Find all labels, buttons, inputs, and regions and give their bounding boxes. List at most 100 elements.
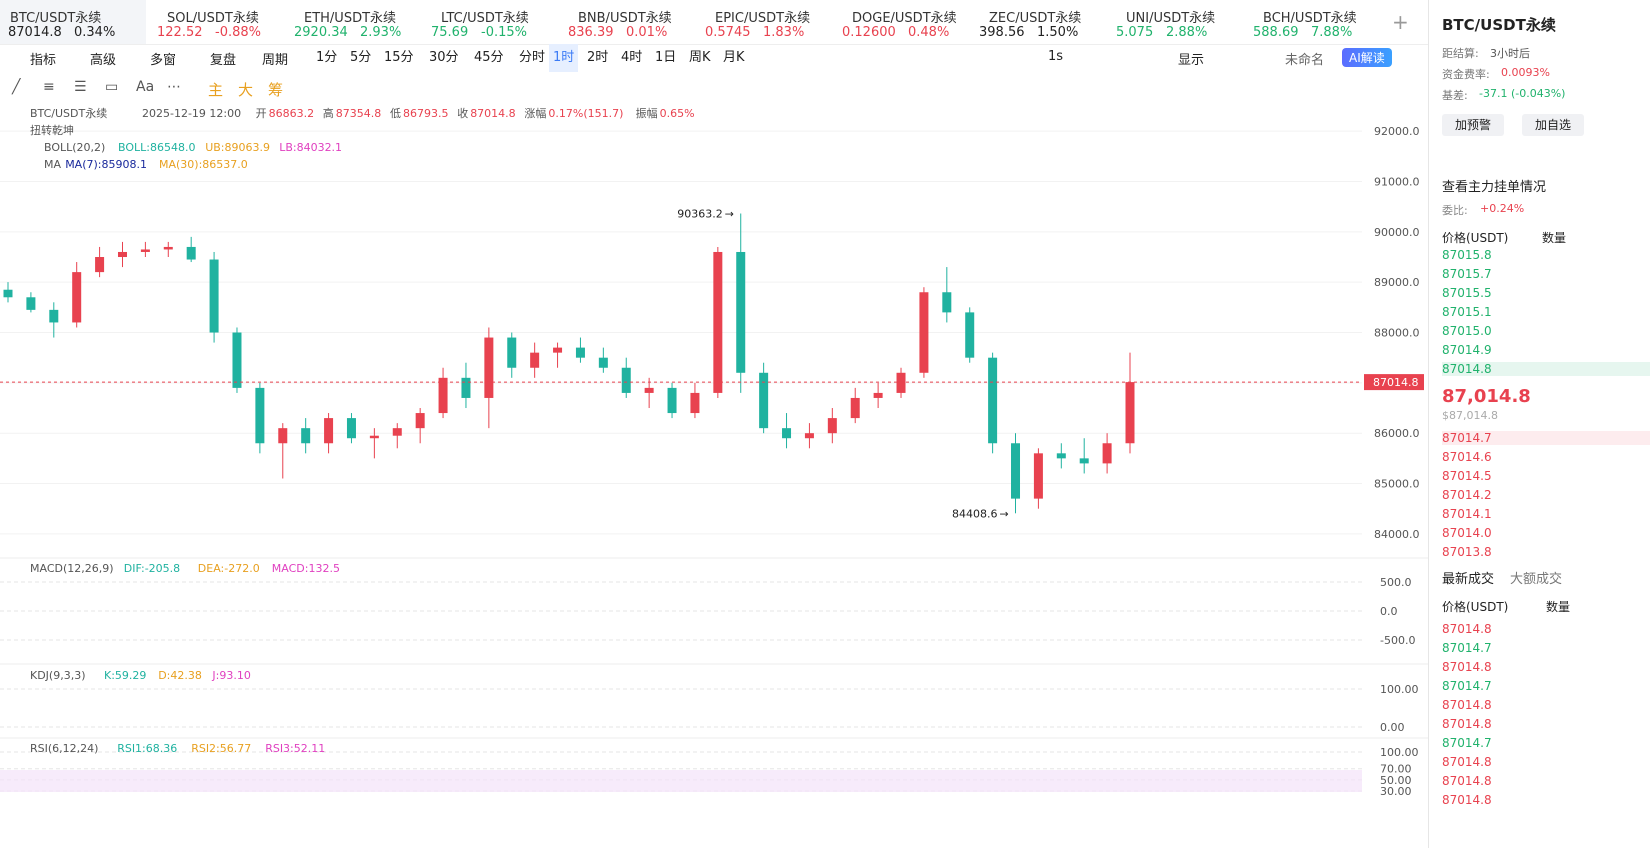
info-text: 涨幅 bbox=[524, 107, 546, 120]
interval[interactable]: 1日 bbox=[655, 50, 677, 65]
draw-tool[interactable]: ⋯ bbox=[167, 79, 181, 95]
toolbar-button[interactable]: 多窗 bbox=[150, 53, 177, 68]
trade-tab[interactable]: 大额成交 bbox=[1510, 572, 1563, 587]
ticker-symbol[interactable]: BTC/USDT永续 bbox=[10, 11, 102, 26]
info-text: 高 bbox=[323, 106, 334, 120]
interval[interactable]: 月K bbox=[723, 50, 745, 65]
panel-button[interactable]: 加自选 bbox=[1522, 114, 1584, 136]
toolbar-button[interactable]: 复盘 bbox=[210, 53, 237, 68]
ticker-change[interactable]: 1.83% bbox=[763, 25, 805, 40]
boll-legend: LB:84032.1 bbox=[279, 141, 342, 154]
candle-body bbox=[713, 251, 723, 393]
ticker-change[interactable]: 2.93% bbox=[360, 25, 402, 40]
draw-tool[interactable]: ☰ bbox=[74, 79, 87, 95]
candle-body bbox=[1033, 453, 1043, 499]
toolbar-right[interactable]: 未命名 bbox=[1285, 53, 1325, 68]
y-tick-label: 0.00 bbox=[1380, 721, 1405, 734]
interval[interactable]: 2时 bbox=[587, 50, 609, 65]
book-header: 数量 bbox=[1542, 231, 1567, 245]
ticker-symbol[interactable]: BNB/USDT永续 bbox=[578, 11, 672, 26]
candle-body bbox=[117, 251, 127, 258]
ticker-symbol[interactable]: LTC/USDT永续 bbox=[441, 11, 529, 26]
ticker-symbol[interactable]: SOL/USDT永续 bbox=[167, 11, 259, 26]
interval[interactable]: 1分 bbox=[316, 50, 338, 65]
ticker-change[interactable]: 7.88% bbox=[1311, 25, 1353, 40]
candle-body bbox=[621, 367, 631, 393]
ticker-change[interactable]: 0.01% bbox=[626, 25, 668, 40]
ask-price: 87015.7 bbox=[1442, 267, 1492, 281]
chart: 84000.085000.086000.087000.088000.089000… bbox=[0, 104, 1428, 848]
chart-bg bbox=[0, 104, 1428, 848]
panel-button[interactable]: 加预警 bbox=[1442, 114, 1504, 136]
ticker-price[interactable]: 5.075 bbox=[1116, 25, 1154, 40]
toolbar-right[interactable]: 显示 bbox=[1178, 53, 1205, 68]
ticker-symbol[interactable]: UNI/USDT永续 bbox=[1126, 11, 1216, 26]
tool[interactable]: 大 bbox=[238, 81, 254, 99]
toolbar-right[interactable]: 1s bbox=[1048, 49, 1064, 64]
candle-body bbox=[736, 251, 746, 373]
ticker-symbol[interactable]: ZEC/USDT永续 bbox=[989, 11, 1082, 26]
candle-body bbox=[553, 347, 563, 353]
ticker-symbol[interactable]: DOGE/USDT永续 bbox=[852, 11, 957, 26]
toolbar-period[interactable]: 周期 bbox=[262, 53, 289, 68]
ticker-change[interactable]: 2.88% bbox=[1166, 25, 1208, 40]
ticker-change[interactable]: 0.48% bbox=[908, 25, 950, 40]
ticker-price[interactable]: 0.12600 bbox=[842, 25, 896, 40]
trade-header: 数量 bbox=[1546, 600, 1571, 614]
trade-price: 87014.8 bbox=[1442, 698, 1492, 712]
toolbar-button[interactable]: 指标 bbox=[30, 53, 57, 68]
candle-body bbox=[644, 387, 654, 393]
ticker-change[interactable]: 0.34% bbox=[74, 25, 116, 40]
y-tick-label: 91000.0 bbox=[1374, 176, 1420, 189]
interval[interactable]: 45分 bbox=[474, 50, 504, 65]
candle-body bbox=[3, 289, 13, 298]
draw-tool[interactable]: ≡ bbox=[43, 79, 55, 95]
draw-tool[interactable]: Aa bbox=[136, 79, 155, 95]
trade-price: 87014.8 bbox=[1442, 774, 1492, 788]
ticker-change[interactable]: 1.50% bbox=[1037, 25, 1079, 40]
ticker-symbol[interactable]: EPIC/USDT永续 bbox=[715, 11, 811, 26]
ticker-symbol[interactable]: BCH/USDT永续 bbox=[1263, 11, 1357, 26]
tool[interactable]: 筹 bbox=[268, 81, 284, 99]
add-tab[interactable]: + bbox=[1392, 10, 1409, 34]
boll-legend: UB:89063.9 bbox=[205, 141, 270, 154]
info-text: 86863.2 bbox=[269, 107, 315, 120]
y-tick-label: 0.0 bbox=[1380, 605, 1398, 618]
candle-body bbox=[507, 337, 517, 368]
interval[interactable]: 30分 bbox=[429, 50, 459, 65]
candle-body bbox=[186, 246, 196, 260]
ticker-price[interactable]: 75.69 bbox=[431, 25, 469, 40]
kdj-legend: KDJ(9,3,3) bbox=[30, 669, 86, 682]
toolbar-button[interactable]: 高级 bbox=[90, 53, 117, 68]
ticker-change[interactable]: -0.15% bbox=[481, 25, 527, 40]
draw-tool[interactable]: ╱ bbox=[12, 79, 21, 95]
ticker-symbol[interactable]: ETH/USDT永续 bbox=[304, 11, 397, 26]
trade-tab[interactable]: 最新成交 bbox=[1442, 572, 1495, 587]
ticker-price[interactable]: 122.52 bbox=[157, 25, 203, 40]
interval[interactable]: 5分 bbox=[350, 50, 372, 65]
ticker-price[interactable]: 836.39 bbox=[568, 25, 614, 40]
extreme-label: 90363.2 bbox=[677, 208, 723, 221]
depth-link[interactable]: 查看主力挂单情况 bbox=[1442, 180, 1547, 195]
stat-value: 3小时后 bbox=[1490, 47, 1530, 60]
interval[interactable]: 4时 bbox=[621, 50, 643, 65]
ticker-price[interactable]: 588.69 bbox=[1253, 25, 1299, 40]
ticker-change[interactable]: -0.88% bbox=[215, 25, 261, 40]
trade-header: 价格(USDT) bbox=[1442, 600, 1509, 614]
interval[interactable]: 周K bbox=[689, 50, 711, 65]
interval[interactable]: 1时 bbox=[549, 44, 579, 72]
interval[interactable]: 15分 bbox=[384, 50, 414, 65]
interval[interactable]: 分时 bbox=[519, 50, 546, 65]
y-tick-label: 50.00 bbox=[1380, 774, 1412, 787]
ticker-price[interactable]: 2920.34 bbox=[294, 25, 348, 40]
ticker-price[interactable]: 0.5745 bbox=[705, 25, 751, 40]
ai-button[interactable]: AI解读 bbox=[1342, 48, 1392, 67]
candle-body bbox=[392, 428, 402, 436]
candle-body bbox=[850, 397, 860, 419]
ticker-price[interactable]: 87014.8 bbox=[8, 25, 62, 40]
y-tick-label: 88000.0 bbox=[1374, 327, 1420, 340]
ticker-price[interactable]: 398.56 bbox=[979, 25, 1025, 40]
draw-tool[interactable]: ▭ bbox=[105, 79, 119, 95]
candle-body bbox=[919, 292, 929, 373]
tool[interactable]: 主 bbox=[208, 81, 224, 99]
